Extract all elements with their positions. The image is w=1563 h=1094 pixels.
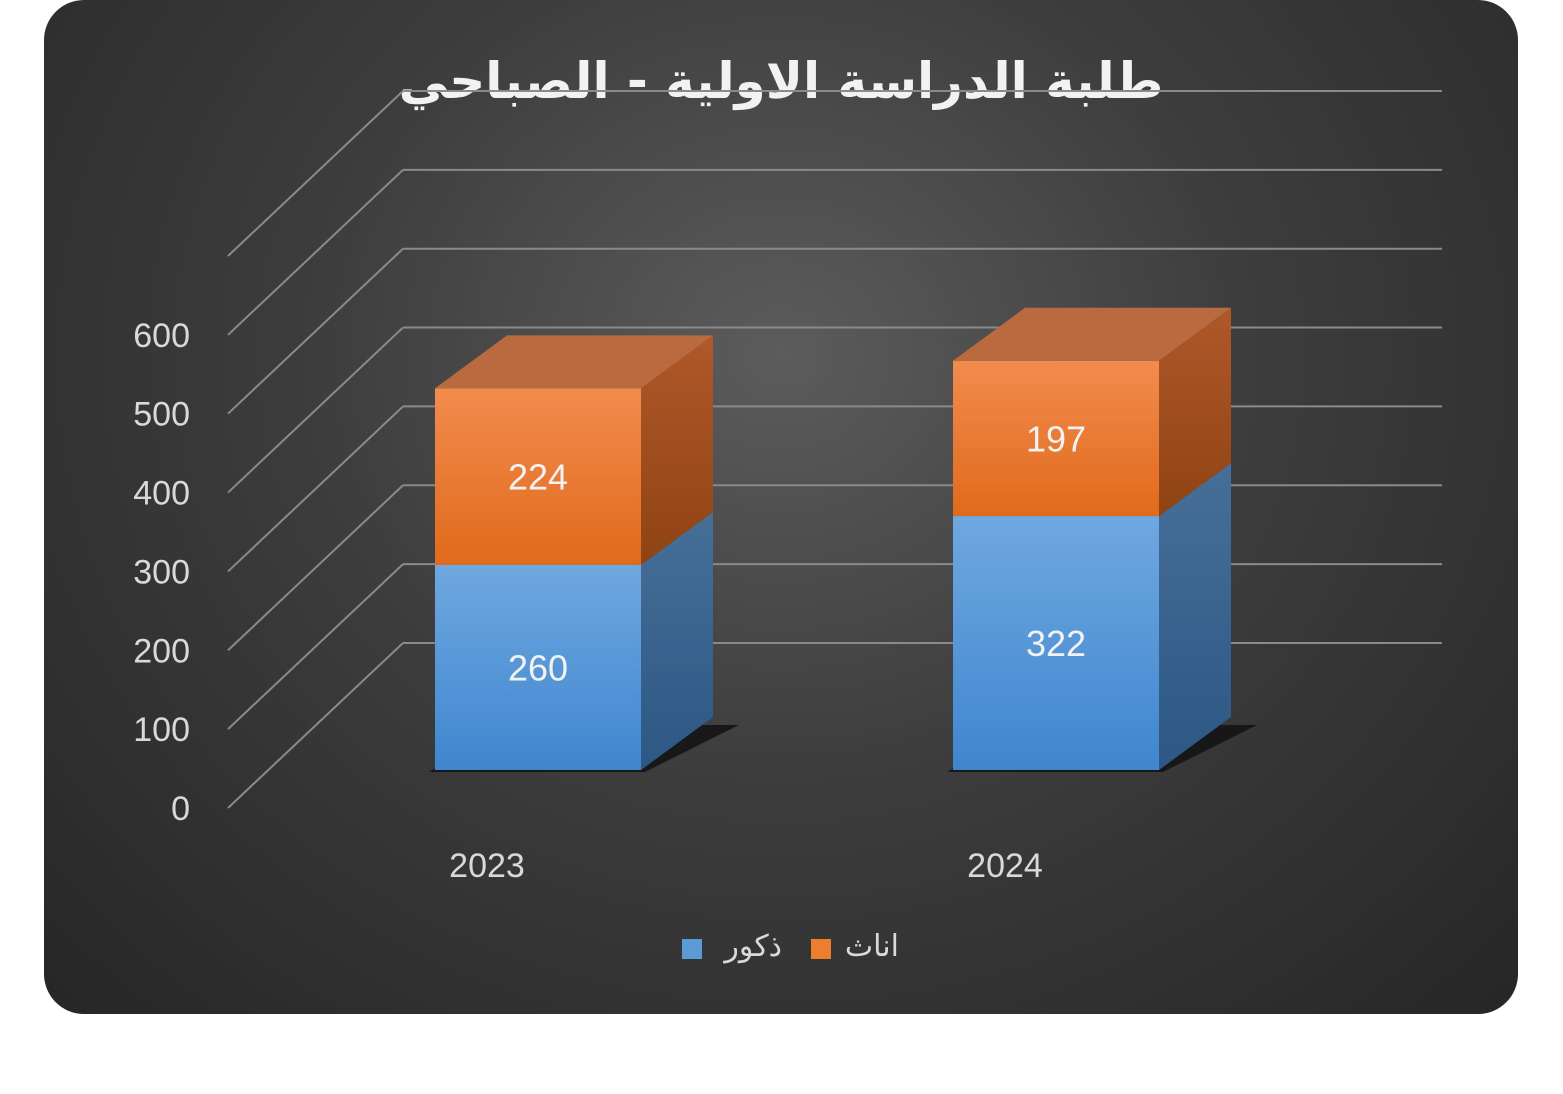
- grid-layer: [227, 89, 1442, 809]
- y-tick-label: 200: [133, 632, 190, 670]
- y-tick-label: 600: [133, 317, 190, 355]
- x-category-label: 2023: [449, 847, 525, 885]
- gridline-diagonal: [227, 326, 404, 494]
- data-label: 197: [1026, 418, 1086, 459]
- bar-side-male-2023: [641, 511, 713, 770]
- chart-title: طلبة الدراسة الاولية - الصباحي: [399, 52, 1164, 111]
- y-axis-ticks: 0 100 200 300 400 500 600: [133, 317, 190, 828]
- gridline-diagonal: [227, 563, 404, 730]
- x-category-label: 2024: [967, 847, 1043, 885]
- gridline-diagonal: [227, 484, 404, 652]
- y-tick-label: 500: [133, 396, 190, 434]
- bar-male-2023: [435, 564, 641, 770]
- bar-top-2024: [953, 307, 1231, 361]
- legend-swatch-female: [811, 939, 831, 959]
- data-label: 260: [508, 647, 568, 688]
- data-label: 224: [508, 457, 568, 498]
- bar-top-2023: [435, 335, 713, 389]
- gridline-diagonal: [227, 90, 404, 257]
- gridline-diagonal: [227, 169, 404, 336]
- legend: ذكور اناث: [682, 929, 899, 964]
- gridline-diagonal: [227, 405, 404, 573]
- y-tick-label: 300: [133, 553, 190, 591]
- legend-label-male: ذكور: [722, 929, 782, 964]
- bar-female-2023: [435, 388, 641, 565]
- bar-female-2024: [953, 360, 1159, 517]
- bar-side-female-2024: [1159, 307, 1231, 517]
- y-tick-label: 400: [133, 475, 190, 513]
- bar-side-male-2024: [1159, 463, 1231, 770]
- bar-male-2024: [953, 516, 1159, 770]
- stacked-bar-chart-3d: طلبة الدراسة الاولية - الصباحي 260 224 322…: [133, 52, 1442, 964]
- gridline-diagonal: [227, 247, 404, 415]
- data-label: 322: [1026, 623, 1086, 664]
- gridline-diagonal: [227, 642, 404, 809]
- legend-label-female: اناث: [845, 929, 899, 964]
- y-tick-label: 100: [133, 711, 190, 749]
- x-axis-categories: 2023 2024: [449, 847, 1043, 885]
- y-tick-label: 0: [171, 790, 190, 828]
- chart-card: طلبة الدراسة الاولية - الصباحي 260 224 322…: [44, 0, 1518, 1014]
- bars-layer: 260 224 322 197: [435, 307, 1231, 770]
- bar-side-female-2023: [641, 335, 713, 565]
- legend-swatch-male: [682, 939, 702, 959]
